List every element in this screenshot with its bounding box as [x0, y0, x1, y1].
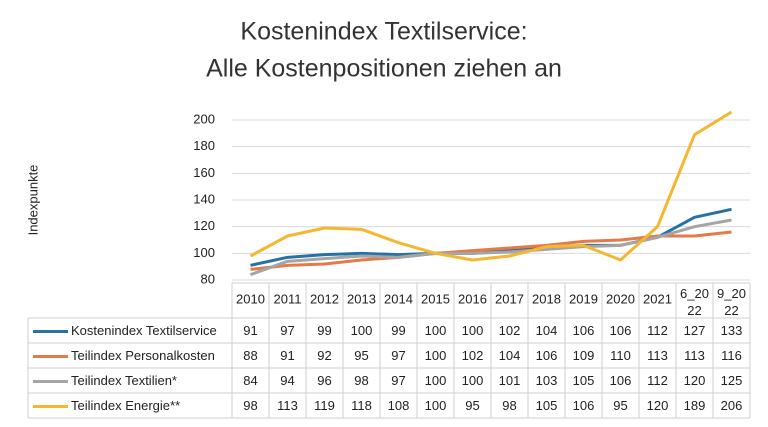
x-tick-label: 9_20 22 — [717, 286, 746, 318]
y-tick-label: 80 — [201, 271, 215, 286]
table-cell: 102 — [499, 323, 521, 338]
table-cell: 106 — [610, 373, 632, 388]
x-tick-label: 2013 — [347, 291, 376, 306]
table-cell: 189 — [684, 398, 706, 413]
table-cell: 106 — [610, 323, 632, 338]
table-cell: 133 — [721, 323, 743, 338]
table-cell: 103 — [536, 373, 558, 388]
table-cell: 106 — [573, 398, 595, 413]
x-tick-label: 2020 — [606, 291, 635, 306]
table-cell: 106 — [573, 323, 595, 338]
chart-title: Kostenindex Textilservice: — [240, 18, 527, 46]
table-cell: 100 — [425, 323, 447, 338]
table-cell: 109 — [573, 348, 595, 363]
legend-label: Kostenindex Textilservice — [71, 323, 217, 338]
table-cell: 100 — [462, 373, 484, 388]
x-tick-label: 2016 — [458, 291, 487, 306]
y-tick-label: 200 — [193, 111, 215, 126]
table-cell: 125 — [721, 373, 743, 388]
table-cell: 97 — [391, 373, 405, 388]
x-tick-label: 2014 — [384, 291, 413, 306]
table-cell: 102 — [462, 348, 484, 363]
table-cell: 97 — [391, 348, 405, 363]
table-cell: 95 — [465, 398, 479, 413]
table-cell: 95 — [613, 398, 627, 413]
table-cell: 110 — [610, 348, 631, 363]
table-cell: 105 — [536, 398, 558, 413]
x-tick-label: 2021 — [643, 291, 672, 306]
table-cell: 88 — [243, 348, 257, 363]
table-cell: 97 — [280, 323, 294, 338]
table-cell: 99 — [317, 323, 331, 338]
x-tick-label: 2011 — [274, 291, 302, 306]
table-cell: 120 — [647, 398, 669, 413]
table-cell: 100 — [462, 323, 484, 338]
table-cell: 108 — [388, 398, 410, 413]
table-cell: 113 — [684, 348, 705, 363]
legend-label: Teilindex Textilien* — [71, 373, 177, 388]
table-cell: 91 — [280, 348, 294, 363]
x-tick-label: 2019 — [569, 291, 598, 306]
table-cell: 95 — [354, 348, 368, 363]
y-tick-label: 180 — [193, 138, 215, 153]
table-cell: 101 — [499, 373, 521, 388]
table-cell: 118 — [351, 398, 372, 413]
series-line — [249, 218, 732, 277]
table-cell: 100 — [425, 373, 447, 388]
table-cell: 92 — [317, 348, 331, 363]
table-cell: 98 — [354, 373, 368, 388]
chart-title: Alle Kostenpositionen ziehen an — [206, 55, 562, 83]
y-tick-label: 140 — [193, 191, 215, 206]
table-cell: 100 — [425, 348, 447, 363]
y-tick-label: 120 — [193, 218, 215, 233]
table-cell: 98 — [502, 398, 516, 413]
table-cell: 116 — [721, 348, 742, 363]
x-tick-label: 6_20 22 — [680, 286, 709, 318]
table-cell: 112 — [647, 373, 668, 388]
y-tick-label: 160 — [193, 165, 215, 180]
y-tick-label: 100 — [193, 245, 215, 260]
table-cell: 96 — [317, 373, 331, 388]
series-line — [249, 110, 733, 262]
legend-label: Teilindex Energie** — [71, 398, 180, 413]
y-axis-label: Indexpunkte — [25, 165, 40, 236]
table-cell: 206 — [721, 398, 743, 413]
x-tick-label: 2010 — [236, 291, 265, 306]
table-cell: 91 — [243, 323, 257, 338]
table-cell: 120 — [684, 373, 706, 388]
legend-label: Teilindex Personalkosten — [71, 348, 215, 363]
table-cell: 119 — [314, 398, 335, 413]
table-cell: 100 — [425, 398, 447, 413]
table-cell: 113 — [277, 398, 298, 413]
table-cell: 112 — [647, 323, 668, 338]
table-cell: 104 — [499, 348, 521, 363]
table-cell: 106 — [536, 348, 558, 363]
table-cell: 105 — [573, 373, 595, 388]
table-cell: 84 — [243, 373, 257, 388]
table-cell: 113 — [647, 348, 668, 363]
table-cell: 94 — [280, 373, 294, 388]
table-cell: 98 — [243, 398, 257, 413]
x-tick-label: 2012 — [310, 291, 339, 306]
series-line — [250, 230, 732, 271]
x-tick-label: 2015 — [421, 291, 450, 306]
table-cell: 100 — [351, 323, 373, 338]
x-tick-label: 2017 — [495, 291, 524, 306]
table-cell: 104 — [536, 323, 558, 338]
x-tick-label: 2018 — [532, 291, 561, 306]
table-cell: 127 — [684, 323, 706, 338]
table-cell: 99 — [391, 323, 405, 338]
